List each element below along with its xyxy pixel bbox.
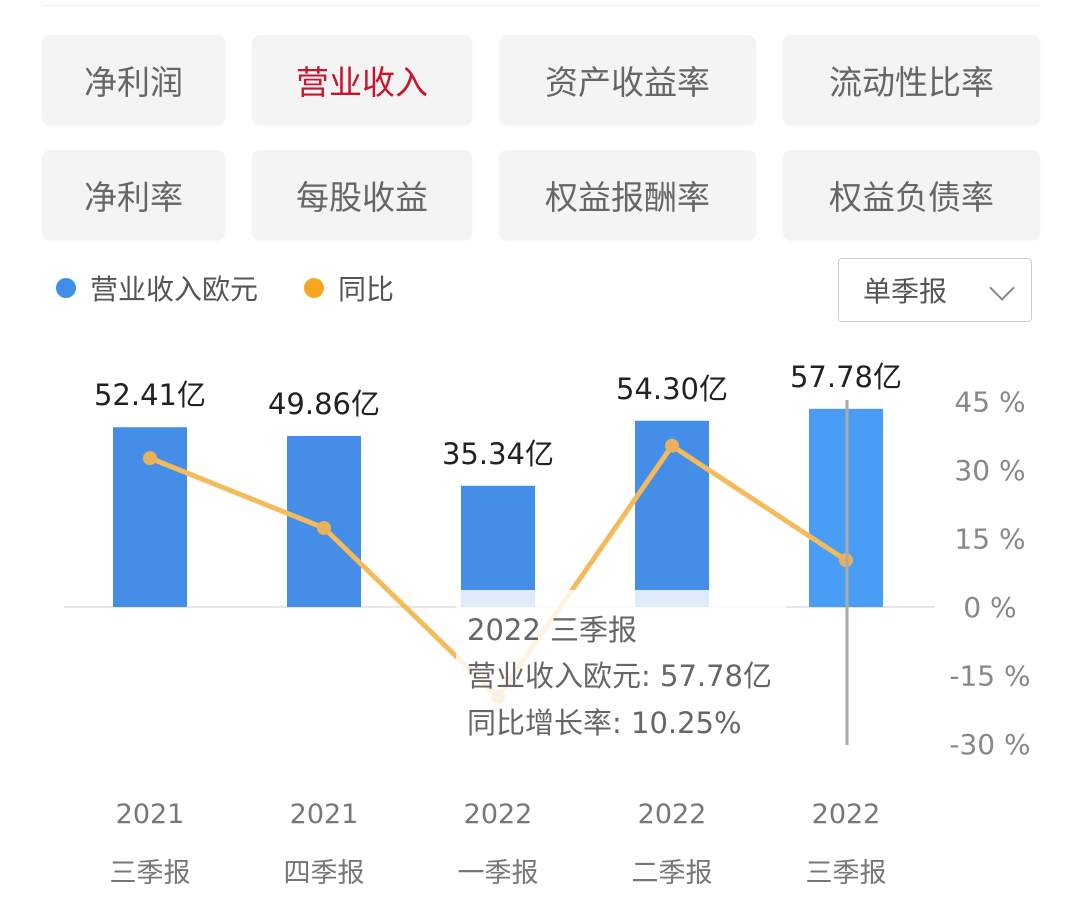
right-axis-tick: 30 %	[954, 454, 1025, 487]
tab-3[interactable]: 资产收益率	[499, 35, 756, 125]
bar-label-5: 57.78亿	[790, 360, 902, 394]
tab-1[interactable]: 净利润	[42, 35, 225, 125]
x-axis-label: 二季报	[632, 858, 713, 889]
yoy-point-2	[317, 520, 331, 535]
x-axis-label: 2022	[638, 799, 707, 830]
tooltip-box	[456, 590, 786, 745]
legend-label-revenue[interactable]: 营业收入欧元	[90, 273, 259, 306]
tooltip-line2: 同比增长率: 10.25%	[467, 706, 742, 740]
bar-3	[461, 485, 535, 607]
period-select-value: 单季报	[863, 275, 948, 308]
yoy-point-1	[143, 451, 157, 466]
tab-4[interactable]: 流动性比率	[783, 35, 1040, 125]
x-axis-label: 2022	[812, 799, 881, 830]
bar-label-2: 49.86亿	[268, 387, 380, 421]
tab-2[interactable]: 营业收入	[252, 35, 472, 125]
legend-dot-yoy	[304, 278, 325, 298]
x-axis-label: 一季报	[458, 858, 539, 889]
bar-label-1: 52.41亿	[94, 378, 206, 412]
x-axis-label: 2021	[116, 799, 185, 830]
yoy-point-4	[665, 438, 679, 453]
tooltip-line1: 营业收入欧元: 57.78亿	[467, 659, 772, 693]
chart-legend: 营业收入欧元 同比	[56, 268, 394, 308]
tab-7[interactable]: 权益报酬率	[499, 150, 756, 240]
right-axis-tick: 0 %	[963, 591, 1016, 624]
x-axis-label: 2022	[464, 799, 533, 830]
right-axis-tick: 15 %	[954, 523, 1025, 556]
period-select[interactable]: 单季报	[838, 258, 1032, 322]
bar-label-3: 35.34亿	[442, 437, 554, 471]
right-axis-tick: 45 %	[954, 386, 1025, 419]
legend-label-yoy[interactable]: 同比	[338, 273, 395, 306]
x-axis-label: 三季报	[110, 858, 191, 889]
tab-5[interactable]: 净利率	[42, 150, 225, 240]
legend-dot-revenue	[56, 278, 76, 298]
tab-8[interactable]: 权益负债率	[783, 150, 1040, 240]
x-axis-label: 三季报	[806, 858, 887, 889]
right-axis-tick: -15 %	[949, 660, 1030, 693]
bar-label-4: 54.30亿	[616, 372, 728, 406]
top-divider	[42, 5, 1040, 6]
tooltip-title: 2022 三季报	[467, 613, 637, 647]
x-axis-label: 2021	[290, 799, 359, 830]
x-axis-label: 四季报	[284, 858, 365, 889]
right-axis-tick: -30 %	[949, 728, 1030, 761]
tab-6[interactable]: 每股收益	[252, 150, 472, 240]
